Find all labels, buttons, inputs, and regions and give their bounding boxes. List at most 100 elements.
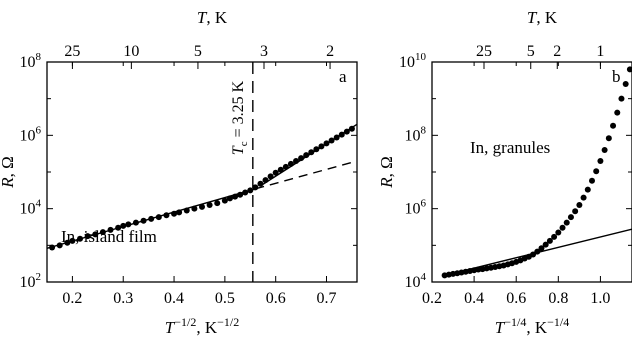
top-tick-label: 25: [64, 43, 80, 60]
top-axis-label: T, K: [527, 8, 558, 27]
data-point: [191, 205, 198, 212]
data-point: [183, 207, 190, 214]
data-point: [84, 233, 91, 240]
y-axis-label: R, Ω: [0, 156, 17, 189]
data-point: [626, 66, 632, 73]
data-point: [267, 173, 274, 180]
data-point: [542, 241, 549, 248]
data-point: [303, 152, 310, 159]
data-point: [226, 195, 233, 202]
data-point: [287, 160, 294, 167]
data-point: [171, 210, 178, 217]
data-point: [538, 245, 545, 252]
data-point: [247, 187, 254, 194]
y-tick-label: 104: [20, 198, 42, 218]
y-tick-label: 106: [20, 124, 42, 144]
data-point: [555, 229, 562, 236]
data-point: [69, 237, 76, 244]
panel-label: b: [612, 67, 621, 86]
data-point: [206, 202, 213, 208]
data-point: [534, 248, 541, 255]
data-point: [77, 235, 84, 242]
data-point: [293, 158, 300, 164]
data-point: [120, 222, 127, 229]
data-point: [272, 169, 279, 176]
data-point: [580, 194, 587, 201]
x-axis-label: T−1/4, K−1/4: [495, 315, 569, 337]
y-tick-label: 108: [405, 124, 427, 144]
x-tick-label: 0.7: [317, 290, 337, 307]
data-point: [257, 180, 264, 187]
data-point: [242, 189, 249, 196]
x-tick-label: 0.3: [113, 290, 133, 307]
y-tick-label: 108: [20, 51, 42, 71]
annotation: In, granules: [470, 138, 550, 157]
data-point: [618, 95, 625, 102]
data-point: [610, 122, 617, 129]
data-point: [572, 208, 579, 215]
y-tick-label: 104: [405, 271, 427, 291]
data-point: [125, 221, 132, 228]
top-tick-label: 2: [326, 43, 334, 60]
data-point: [56, 242, 63, 249]
data-point: [262, 177, 269, 184]
top-tick-label: 2: [553, 43, 561, 60]
data-point: [163, 212, 170, 219]
data-point: [148, 215, 155, 222]
top-tick-label: 10: [123, 43, 139, 60]
top-tick-label: 25: [476, 43, 492, 60]
data-point: [115, 224, 122, 231]
panel-label: a: [339, 67, 347, 86]
data-point: [563, 219, 570, 226]
data-point: [298, 155, 305, 162]
data-point: [214, 200, 221, 207]
plot-frame: [431, 61, 632, 283]
data-point: [589, 177, 595, 184]
x-axis-label: T−1/2, K−1/2: [165, 315, 239, 337]
x-tick-label: 0.5: [215, 290, 235, 307]
data-point: [584, 186, 591, 193]
data-point: [622, 81, 629, 87]
data-point: [614, 109, 621, 116]
x-tick-label: 0.6: [266, 290, 286, 307]
x-tick-label: 0.4: [164, 290, 184, 307]
data-point: [237, 191, 244, 198]
data-point: [530, 251, 537, 258]
top-tick-label: 5: [194, 43, 202, 60]
data-point: [64, 239, 71, 246]
data-point: [313, 146, 320, 153]
x-tick-label: 0.2: [422, 290, 442, 307]
panel-a: 0.2 0.3 0.4 0.5 0.6 0.7 102 104 106 108 25 10 5 3 2 T, …: [0, 8, 358, 337]
y-tick-label: 1010: [399, 51, 427, 71]
x-tick-label: 0.6: [506, 290, 526, 307]
plot-frame: [46, 61, 358, 283]
data-point: [593, 168, 600, 175]
top-tick-label: 1: [596, 43, 604, 60]
data-point: [99, 229, 106, 236]
panel-b: 0.2 0.4 0.6 0.8 1.0 104 106 108 1010 25 5 2 1 T, K T−1…: [377, 8, 632, 337]
x-tick-label: 0.8: [548, 290, 568, 307]
data-point: [601, 147, 608, 153]
y-tick-label: 102: [20, 271, 42, 291]
annotation: In, island film: [61, 227, 157, 246]
data-point: [551, 233, 558, 240]
data-point: [605, 135, 612, 142]
data-point: [282, 163, 289, 170]
data-point: [132, 219, 139, 226]
data-point: [155, 214, 162, 221]
data-point: [199, 203, 205, 210]
data-point: [323, 140, 330, 147]
top-tick-label: 5: [527, 43, 535, 60]
data-point: [328, 137, 335, 144]
y-axis-label: R, Ω: [377, 156, 396, 189]
data-point: [308, 149, 315, 156]
top-axis-label: T, K: [197, 8, 228, 27]
data-point: [597, 158, 604, 164]
data-point: [567, 214, 574, 221]
data-point: [576, 202, 583, 208]
data-point: [277, 166, 284, 173]
x-tick-label: 0.4: [464, 290, 484, 307]
data-point: [559, 224, 566, 231]
data-point: [338, 131, 345, 138]
